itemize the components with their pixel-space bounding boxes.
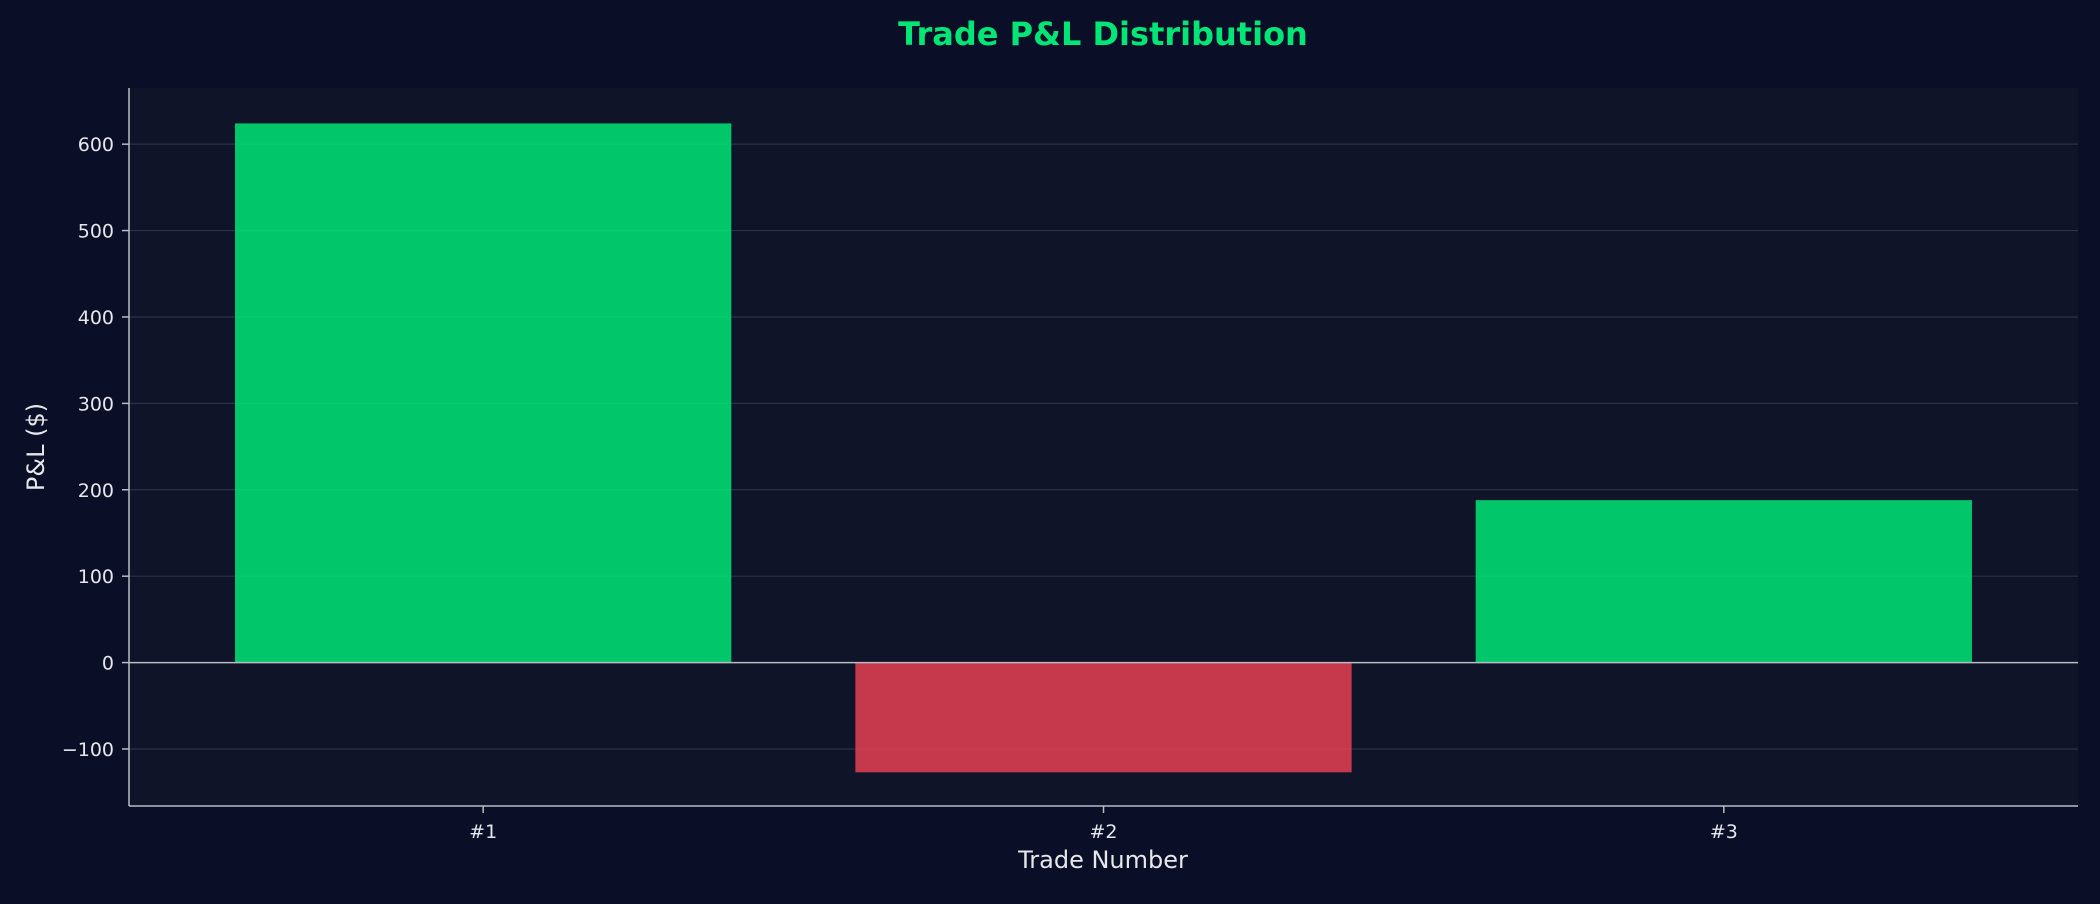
y-tick-label: 0 xyxy=(102,653,114,675)
x-tick-label: #2 xyxy=(1089,821,1117,843)
y-tick-label: 600 xyxy=(78,134,114,156)
x-tick-label: #1 xyxy=(469,821,497,843)
y-tick-label: 200 xyxy=(78,480,114,502)
bar-trade-1 xyxy=(235,123,732,663)
x-tick-label: #3 xyxy=(1710,821,1738,843)
tick-labels: −100 0 100 200 300 400 500 600 #1 #2 #3 xyxy=(62,134,1738,843)
x-axis-label: Trade Number xyxy=(1017,846,1188,874)
y-axis-label: P&L ($) xyxy=(22,403,50,491)
chart-title: Trade P&L Distribution xyxy=(898,15,1308,53)
y-tick-label: 300 xyxy=(78,393,114,415)
bar-trade-2 xyxy=(855,662,1352,773)
y-tick-label: 100 xyxy=(78,566,114,588)
y-tick-label: 400 xyxy=(78,307,114,329)
axes xyxy=(122,88,2078,813)
y-tick-label: 500 xyxy=(78,221,114,243)
bar-trade-3 xyxy=(1475,500,1972,663)
y-tick-label: −100 xyxy=(62,739,114,761)
bars xyxy=(235,123,1972,773)
